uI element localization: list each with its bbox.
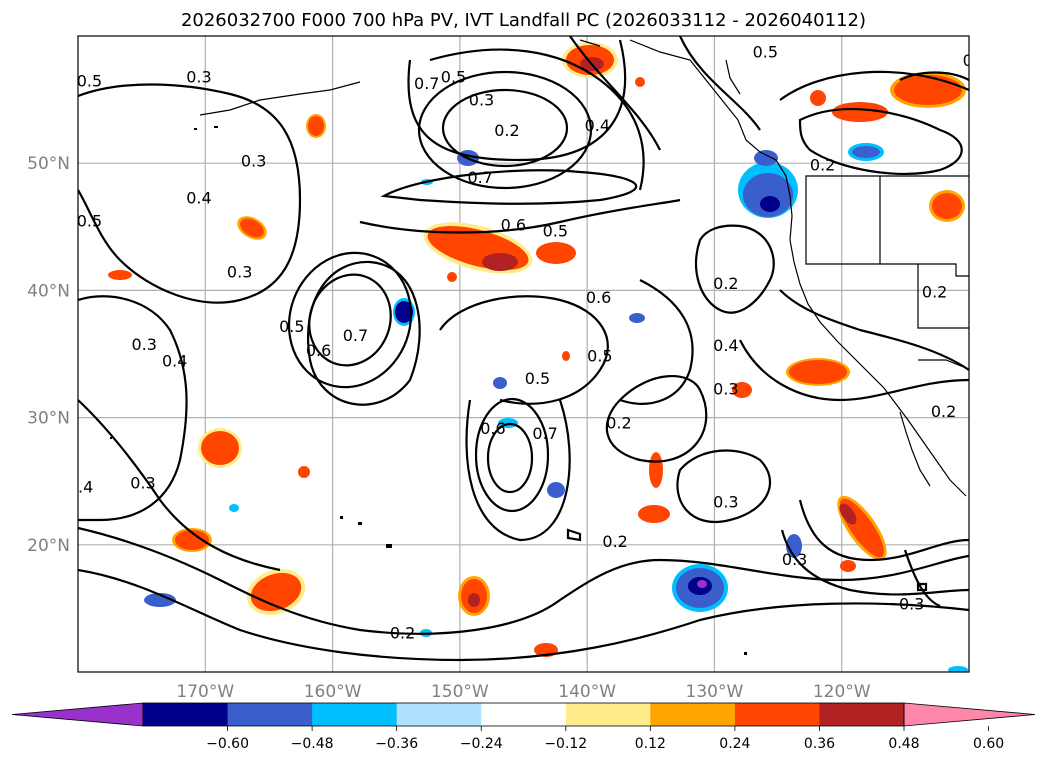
- ivt-positive-anomaly: [172, 528, 212, 552]
- x-tick-label: 140°W: [558, 682, 616, 702]
- colorbar-extend-high: [903, 702, 1036, 727]
- contour-label: 0.2: [931, 402, 956, 421]
- x-tick-label: 160°W: [304, 682, 362, 702]
- colorbar-tick-label: 0.60: [973, 736, 1004, 752]
- contour-label: 0.7: [532, 424, 557, 443]
- islands: [110, 126, 747, 655]
- contour-label: 0.2: [963, 51, 988, 70]
- colorbar-tick-label: 0.48: [888, 736, 919, 752]
- colorbar-tick-label: −0.24: [460, 736, 503, 752]
- contour-label: 0.4: [713, 336, 738, 355]
- colorbar-tick-label: 0.36: [804, 736, 835, 752]
- ivt-positive-anomaly: [237, 216, 267, 240]
- colorbar-tick-label: 0.12: [635, 736, 666, 752]
- coastlines: [199, 39, 969, 497]
- ivt-positive-anomaly: [423, 222, 576, 274]
- contour-label: 0.4: [186, 189, 211, 208]
- ivt-positive-anomaly: [198, 428, 242, 468]
- contour-label: 0.3: [227, 262, 252, 281]
- contour-label: 0.5: [753, 42, 778, 61]
- colorbar-tick-label: −0.12: [544, 736, 587, 752]
- contour-label: .4: [78, 477, 93, 496]
- y-tick-label: 40°N: [27, 281, 70, 301]
- colorbar-tick-label: −0.60: [206, 736, 249, 752]
- contour-label: 0.3: [713, 493, 738, 512]
- contour-label: 0.3: [899, 594, 924, 613]
- contour-label: 0.5: [543, 222, 568, 241]
- colorbar-segment: [143, 703, 229, 726]
- colorbar-segment: [396, 703, 482, 726]
- map-background: [78, 36, 969, 672]
- contour-label: 0.3: [469, 91, 494, 110]
- contour-label: 0.6: [480, 419, 505, 438]
- x-tick-label: 130°W: [686, 682, 744, 702]
- ivt-positive-anomaly: [306, 114, 326, 138]
- ivt-negative-anomaly: [672, 564, 728, 612]
- contour-label: 0.3: [713, 379, 738, 398]
- y-axis-ticks: 20°N 30°N 40°N 50°N: [27, 154, 70, 556]
- y-tick-label: 50°N: [27, 154, 70, 174]
- x-tick-label: 150°W: [431, 682, 489, 702]
- ivt-positive-anomaly: [786, 358, 850, 386]
- contour-label: 0.2: [602, 532, 627, 551]
- colorbar-segment: [227, 703, 313, 726]
- y-tick-label: 20°N: [27, 536, 70, 556]
- contour-label: 0.5: [77, 72, 102, 91]
- colorbar-tick-label: −0.36: [375, 736, 418, 752]
- contour-label: 0.5: [525, 369, 550, 388]
- contour-label: 0.3: [241, 152, 266, 171]
- contour-label: 0.5: [279, 317, 304, 336]
- x-tick-label: 120°W: [813, 682, 871, 702]
- map-frame: [77, 35, 970, 673]
- contour-label: 0.2: [606, 414, 631, 433]
- ivt-positive-anomaly: [458, 576, 490, 616]
- pv-contours: [78, 36, 969, 662]
- x-axis-ticks: 170°W 160°W 150°W 140°W 130°W 120°W: [176, 682, 870, 702]
- contour-label: 0.4: [162, 351, 187, 370]
- colorbar-extend-low: [11, 702, 144, 727]
- gridlines: [78, 36, 969, 672]
- contour-label: 0.7: [414, 74, 439, 93]
- contour-label: 0.7: [467, 168, 492, 187]
- contour-label: 0.2: [810, 155, 835, 174]
- contour-label: 0.3: [186, 68, 211, 87]
- contour-labels: 0.30.50.30.40.50.30.30.40.50.60.70.7 0.50…: [77, 42, 988, 643]
- colorbar-segment: [312, 703, 398, 726]
- contour-label: 0.5: [587, 346, 612, 365]
- y-tick-label: 30°N: [27, 409, 70, 429]
- colorbar-tick-label: 0.24: [719, 736, 750, 752]
- contour-label: 0.3: [131, 335, 156, 354]
- ivt-positive-anomaly: [837, 495, 887, 561]
- ivt-negative-anomaly: [738, 162, 798, 218]
- x-tick-label: 170°W: [176, 682, 234, 702]
- colorbar-segment: [565, 703, 651, 726]
- contour-label: 0.2: [390, 624, 415, 643]
- contour-label: 0.5: [441, 68, 466, 87]
- contour-label: 0.3: [130, 473, 155, 492]
- contour-label: 0.2: [713, 274, 738, 293]
- colorbar: −0.60 −0.48 −0.36 −0.24 −0.12 0.12 0.24 0.36 0.4…: [11, 702, 1036, 752]
- contour-label: 0.6: [306, 341, 331, 360]
- colorbar-segment: [734, 703, 820, 726]
- colorbar-segment: [650, 703, 736, 726]
- colorbar-tick-label: −0.48: [291, 736, 334, 752]
- contour-label: 0.7: [343, 326, 368, 345]
- colorbar-segment: [819, 703, 905, 726]
- contour-label: 0.2: [922, 283, 947, 302]
- contour-label: 0.6: [501, 215, 526, 234]
- contour-label: 0.6: [586, 288, 611, 307]
- contour-label: 0.4: [585, 116, 610, 135]
- contour-label: 0.3: [782, 550, 807, 569]
- contour-label: 0.5: [77, 211, 102, 230]
- contour-label: 0.2: [494, 121, 519, 140]
- colorbar-outline: [142, 702, 905, 727]
- colorbar-segment: [481, 703, 567, 726]
- chart-title: 2026032700 F000 700 hPa PV, IVT Landfall…: [180, 10, 867, 31]
